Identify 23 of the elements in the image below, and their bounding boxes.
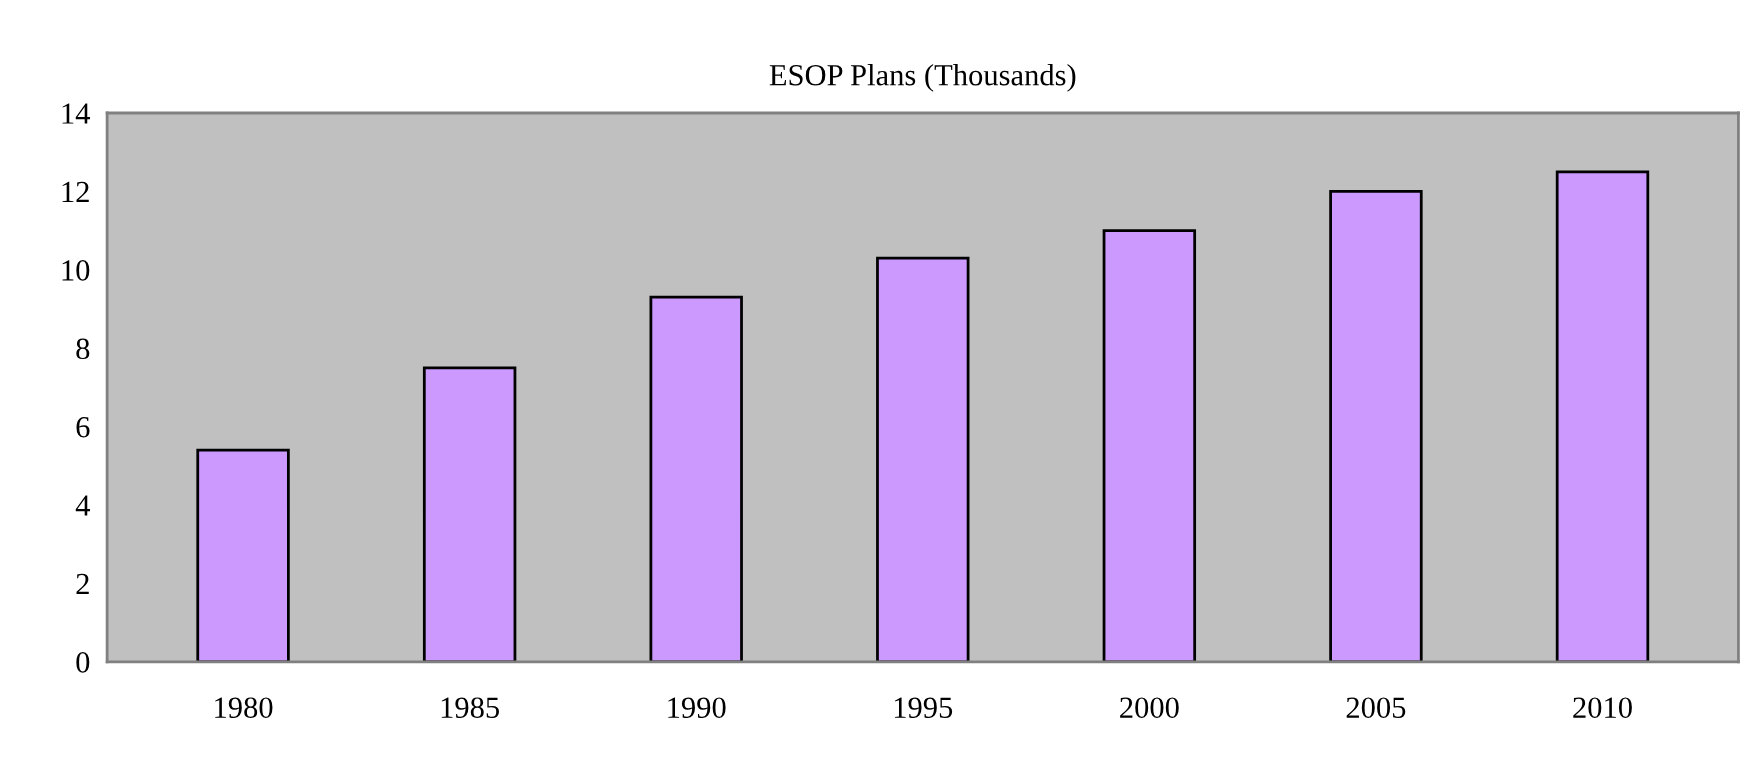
x-tick-label: 1990 <box>668 697 726 718</box>
y-tick-label: 2 <box>76 573 89 594</box>
y-tick-label: 10 <box>62 260 90 281</box>
bar <box>196 448 290 662</box>
bar <box>649 295 743 662</box>
x-tick-label: 2010 <box>1573 697 1632 718</box>
y-tick-label: 0 <box>76 652 90 673</box>
x-tick-label: 1980 <box>215 697 273 718</box>
y-tick-label: 12 <box>62 181 89 202</box>
y-tick-label: 14 <box>62 103 90 124</box>
y-tick-label: 6 <box>76 416 90 438</box>
chart-title: ESOP Plans (Thousands) <box>769 64 1076 92</box>
bar <box>1555 170 1650 662</box>
x-tick-label: 2005 <box>1346 697 1406 718</box>
bar <box>876 256 970 662</box>
y-tick-label: 4 <box>75 495 90 516</box>
y-tick-label: 8 <box>76 338 90 360</box>
bar <box>1329 190 1423 662</box>
x-tick-label: 1985 <box>441 697 499 718</box>
bar <box>1102 229 1197 662</box>
x-tick-label: 2000 <box>1120 697 1179 718</box>
bar <box>422 366 517 662</box>
x-tick-label: 1995 <box>894 697 953 718</box>
